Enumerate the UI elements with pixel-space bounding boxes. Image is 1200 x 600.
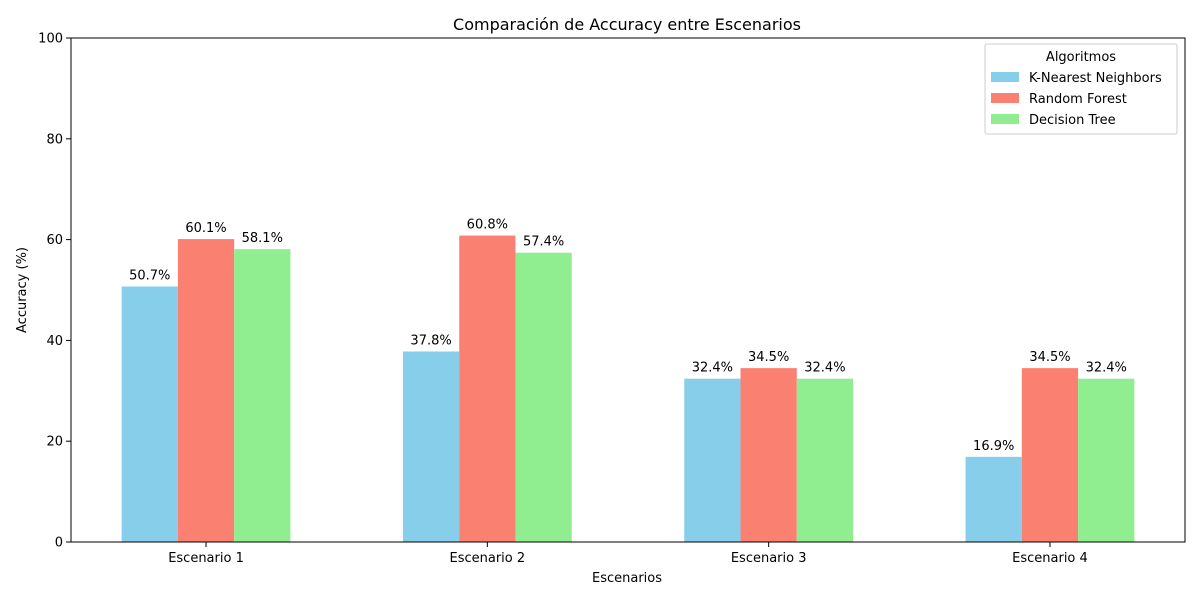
legend-title: Algoritmos (1046, 50, 1116, 65)
legend-entries: K-Nearest Neighbors Random Forest Decision… (991, 71, 1162, 128)
legend-label: Decision Tree (1029, 113, 1116, 128)
y-tick-label: 0 (55, 536, 63, 551)
legend-label: Random Forest (1029, 92, 1127, 107)
y-axis: 0 20 40 60 80 100 (38, 32, 71, 551)
legend-swatch (991, 93, 1019, 103)
data-labels-layer: 50.7% 37.8% 32.4% 16.9% 60.1% 60.8% 34.5% 34.5%… (129, 218, 1127, 454)
data-label: 37.8% (410, 333, 451, 348)
data-label: 34.5% (748, 350, 789, 365)
bar (402, 351, 460, 542)
y-tick-label: 60 (46, 233, 63, 248)
data-label: 32.4% (804, 361, 845, 376)
data-label: 57.4% (523, 235, 564, 250)
bars-layer (121, 235, 1135, 543)
chart-title: Comparación de Accuracy entre Escenarios (453, 15, 801, 34)
data-label: 50.7% (129, 268, 170, 283)
data-label: 60.1% (185, 221, 226, 236)
x-axis: Escenario 1 Escenario 2 Escenario 3 Escenar… (168, 542, 1088, 566)
bar (1078, 378, 1135, 542)
bar (1021, 368, 1079, 542)
y-axis-label: Accuracy (%) (15, 247, 30, 333)
legend-label: K-Nearest Neighbors (1029, 71, 1162, 86)
bar (515, 252, 572, 543)
x-tick-label: Escenario 4 (1012, 551, 1088, 566)
data-label: 58.1% (242, 231, 283, 246)
x-tick-label: Escenario 1 (168, 551, 244, 566)
bar (796, 378, 854, 542)
bar (965, 456, 1022, 542)
y-tick-label: 20 (46, 435, 63, 450)
bar (740, 368, 797, 542)
bar (177, 239, 235, 542)
bar (121, 286, 178, 542)
x-tick-label: Escenario 2 (450, 551, 526, 566)
y-tick-label: 100 (38, 32, 63, 47)
y-tick-label: 40 (46, 334, 63, 349)
data-label: 32.4% (692, 361, 733, 376)
bar (684, 378, 741, 542)
y-tick-label: 80 (46, 132, 63, 147)
plot-frame (70, 37, 1186, 543)
legend-box (984, 43, 1178, 135)
legend: Algoritmos K-Nearest Neighbors Random For… (984, 43, 1178, 135)
data-label: 16.9% (973, 439, 1014, 454)
data-label: 34.5% (1029, 350, 1070, 365)
bar (459, 235, 516, 542)
legend-swatch (991, 72, 1019, 82)
x-tick-label: Escenario 3 (731, 551, 807, 566)
x-axis-label: Escenarios (592, 571, 662, 586)
data-label: 60.8% (467, 218, 508, 233)
bar (234, 249, 291, 542)
legend-swatch (991, 114, 1019, 124)
data-label: 32.4% (1086, 361, 1127, 376)
